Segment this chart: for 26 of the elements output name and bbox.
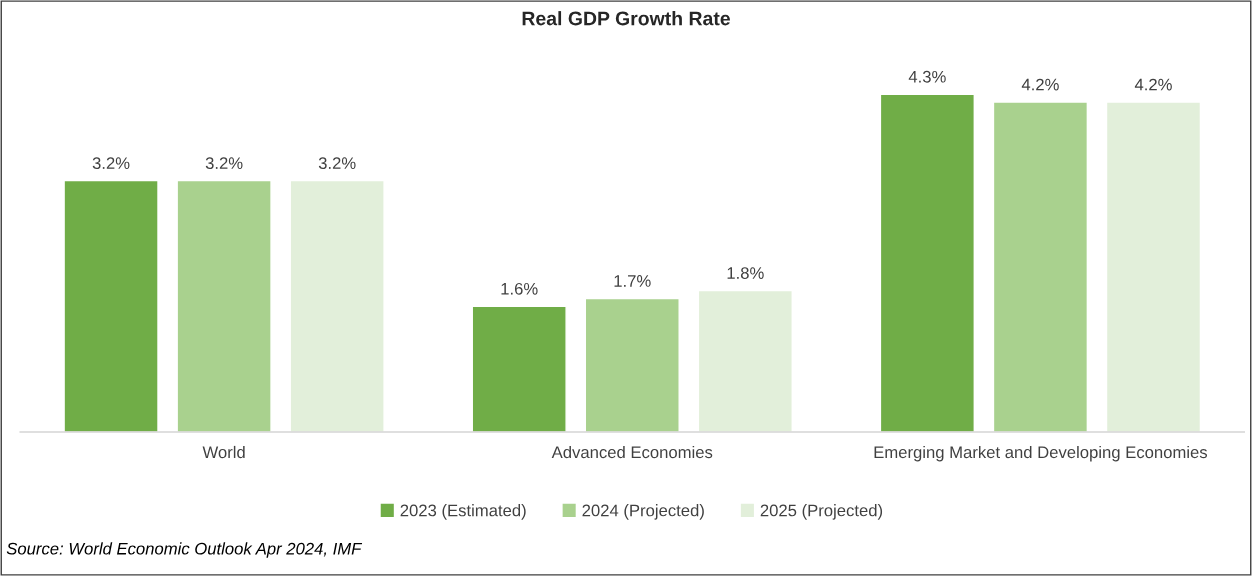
data-label: 4.2% [1134, 78, 1172, 91]
x-tick-label: Advanced Economies [551, 445, 713, 459]
x-tick-label: Emerging Market and Developing Economies [874, 445, 1208, 462]
legend-label: 2023 (Estimated) [400, 504, 526, 520]
legend-label: 2025 (Projected) [760, 504, 883, 520]
data-label: 1.6% [501, 282, 538, 295]
bar [992, 101, 1089, 432]
bar [289, 179, 385, 432]
data-label: 4.2% [1021, 78, 1059, 91]
data-label: 3.2% [205, 157, 243, 170]
legend-label: 2024 (Projected) [582, 504, 704, 520]
bar [1105, 101, 1202, 432]
x-tick-label: World [202, 445, 245, 459]
bar [176, 179, 272, 432]
data-label: 3.2% [92, 157, 130, 170]
data-label: 1.7% [614, 275, 651, 287]
bar [471, 305, 567, 432]
data-label: 1.8% [727, 267, 764, 279]
bar [63, 179, 159, 432]
chart-title: Real GDP Growth Rate [522, 11, 730, 26]
bar [697, 289, 793, 432]
bar [584, 297, 680, 432]
data-label: 4.3% [908, 70, 946, 83]
source-note: Source: World Economic Outlook Apr 2024, IMF [6, 542, 363, 558]
bar [879, 93, 975, 432]
data-label: 3.2% [318, 157, 356, 170]
